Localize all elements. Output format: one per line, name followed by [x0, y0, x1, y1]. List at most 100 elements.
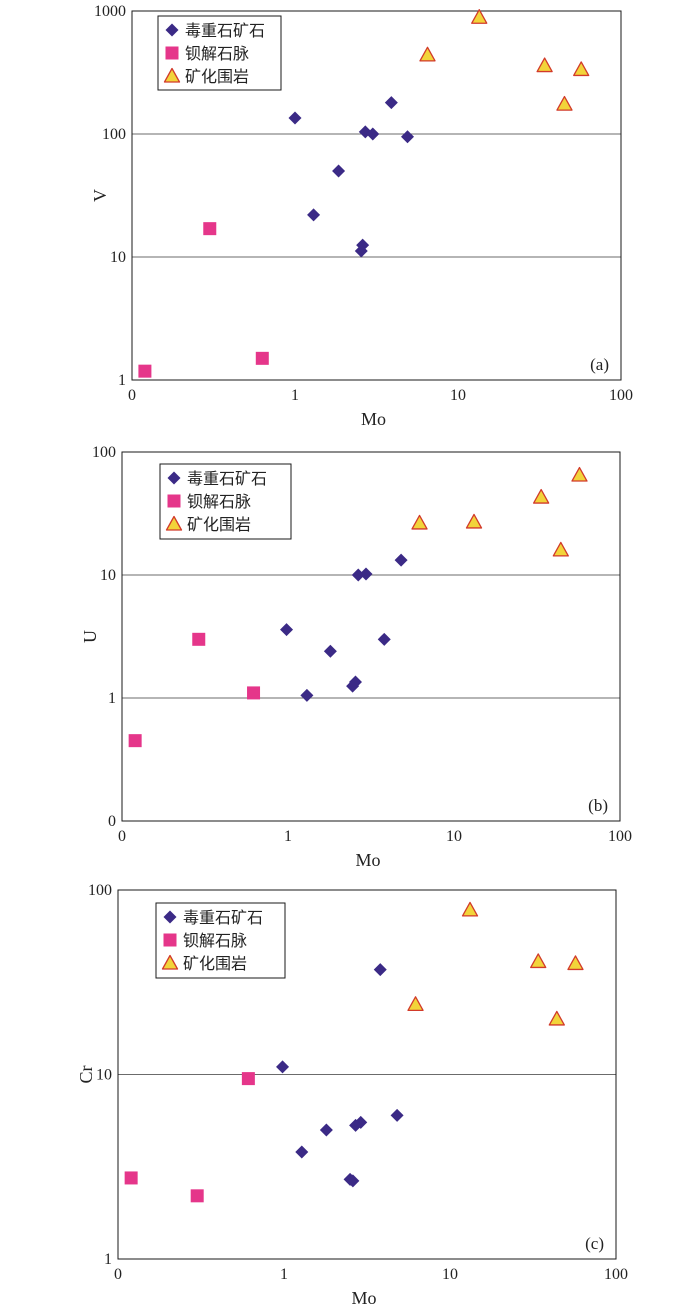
x-tick-label: 0 — [118, 828, 126, 845]
x-tick-label: 0 — [114, 1266, 122, 1283]
legend-box — [155, 902, 286, 979]
x-tick-label: 1 — [280, 1266, 288, 1283]
x-tick-label: 10 — [450, 387, 466, 404]
data-point-triangle — [571, 466, 588, 482]
x-axis-title: Mo — [355, 850, 380, 870]
y-tick-label: 1 — [118, 372, 126, 389]
data-point-diamond — [346, 679, 360, 693]
legend-marker-triangle — [161, 954, 179, 970]
y-tick-label: 100 — [102, 126, 126, 143]
legend-marker-diamond — [167, 471, 181, 485]
legend-box — [159, 463, 292, 540]
data-point-diamond — [280, 623, 294, 637]
data-point-triangle — [419, 46, 436, 62]
data-point-diamond — [295, 1145, 309, 1159]
legend-label: 毒重石矿石 — [187, 470, 267, 488]
data-point-triangle — [548, 1010, 565, 1026]
y-axis-title: Cr — [76, 1065, 96, 1083]
x-tick-label: 100 — [604, 1266, 628, 1283]
legend-label: 毒重石矿石 — [183, 909, 263, 927]
data-point-square — [203, 222, 217, 236]
data-point-diamond — [366, 127, 380, 141]
data-point-triangle — [461, 901, 479, 917]
data-point-diamond — [276, 1060, 290, 1074]
data-point-triangle — [573, 61, 590, 77]
legend-label: 钡解石脉 — [183, 932, 247, 950]
data-point-square — [241, 1072, 255, 1086]
data-point-square — [138, 364, 152, 378]
data-point-diamond — [351, 568, 365, 582]
legend-marker-square — [167, 494, 181, 508]
y-tick-label: 1 — [104, 1251, 112, 1268]
data-point-triangle — [567, 955, 584, 971]
y-tick-label: 1000 — [94, 3, 126, 20]
data-point-diamond — [390, 1108, 404, 1122]
x-tick-label: 100 — [608, 828, 632, 845]
data-point-square — [192, 632, 206, 646]
data-point-triangle — [536, 57, 553, 73]
data-point-diamond — [307, 208, 321, 222]
panel-label: (a) — [590, 355, 609, 374]
data-point-diamond — [377, 632, 391, 646]
data-point-diamond — [359, 567, 373, 581]
y-axis-title: V — [90, 189, 110, 202]
legend-marker-square — [165, 46, 179, 60]
data-point-square — [190, 1189, 204, 1203]
data-point-triangle — [465, 513, 483, 529]
y-tick-label: 10 — [100, 567, 116, 584]
legend-label: 钡解石脉 — [185, 45, 249, 63]
legend-marker-diamond — [163, 910, 177, 924]
legend-label: 矿化围岩 — [187, 516, 251, 534]
y-tick-label: 10 — [96, 1067, 112, 1084]
data-point-triangle — [411, 514, 428, 530]
x-tick-label: 10 — [446, 828, 462, 845]
y-tick-label: 100 — [92, 444, 116, 461]
legend-label: 矿化围岩 — [183, 955, 247, 973]
legend-label: 矿化围岩 — [185, 68, 249, 86]
x-tick-label: 100 — [609, 387, 633, 404]
data-point-triangle — [471, 9, 488, 24]
plot-frame — [121, 451, 621, 822]
data-point-diamond — [394, 553, 408, 567]
data-point-diamond — [349, 1118, 363, 1132]
panel-label: (b) — [588, 796, 608, 815]
data-point-diamond — [288, 111, 302, 125]
x-tick-label: 10 — [442, 1266, 458, 1283]
panel-label: (c) — [585, 1234, 604, 1253]
legend-marker-triangle — [163, 67, 181, 83]
data-point-triangle — [552, 541, 569, 557]
data-point-triangle — [407, 996, 424, 1012]
y-axis-title: U — [80, 630, 100, 643]
plot-frame — [117, 889, 617, 1260]
data-point-square — [247, 686, 261, 700]
data-point-triangle — [530, 953, 547, 969]
data-point-diamond — [346, 1174, 360, 1188]
x-axis-title: Mo — [361, 409, 386, 429]
data-point-diamond — [300, 688, 314, 702]
legend-label: 毒重石矿石 — [185, 22, 265, 40]
y-tick-label: 100 — [88, 882, 112, 899]
y-tick-label: 0 — [108, 813, 116, 830]
legend-marker-triangle — [165, 515, 183, 531]
data-point-diamond — [354, 244, 368, 258]
data-point-square — [255, 351, 269, 365]
data-point-triangle — [556, 95, 573, 111]
y-tick-label: 1 — [108, 690, 116, 707]
data-point-square — [128, 734, 142, 748]
x-tick-label: 1 — [284, 828, 292, 845]
data-point-diamond — [401, 130, 415, 144]
data-point-diamond — [384, 96, 398, 110]
data-point-diamond — [373, 963, 387, 977]
data-point-diamond — [319, 1123, 333, 1137]
y-tick-label: 10 — [110, 249, 126, 266]
legend-marker-square — [163, 933, 177, 947]
legend-marker-diamond — [165, 23, 179, 37]
data-point-triangle — [533, 488, 550, 504]
data-point-diamond — [332, 164, 346, 178]
x-axis-title: Mo — [351, 1288, 376, 1304]
x-tick-label: 1 — [291, 387, 299, 404]
